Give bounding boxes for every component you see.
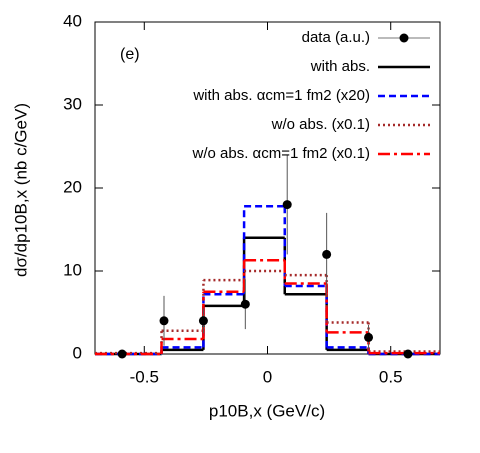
data-point: [159, 316, 169, 326]
x-tick-label: 0.5: [379, 367, 403, 386]
data-point: [240, 299, 250, 309]
legend-swatch: [399, 33, 409, 43]
data-point: [117, 349, 127, 359]
y-tick-label: 10: [63, 260, 82, 279]
x-axis-label: p10B,x (GeV/c): [209, 401, 325, 420]
y-tick-label: 40: [63, 11, 82, 30]
data-point: [198, 316, 208, 326]
data-point: [403, 349, 413, 359]
y-tick-label: 30: [63, 94, 82, 113]
legend-label: w/o abs. (x0.1): [271, 116, 370, 133]
x-tick-label: -0.5: [130, 367, 159, 386]
y-tick-label: 20: [63, 177, 82, 196]
legend-label: w/o abs. αcm=1 fm2 (x0.1): [192, 145, 370, 162]
data-point: [364, 332, 374, 342]
data-point: [322, 249, 332, 259]
legend-label: data (a.u.): [302, 29, 370, 46]
data-point: [282, 200, 292, 210]
legend-label: with abs. αcm=1 fm2 (x20): [192, 87, 370, 104]
x-tick-label: 0: [263, 367, 272, 386]
y-axis-label: dσ/dp10B,x (nb c/GeV): [11, 103, 30, 277]
y-tick-label: 0: [73, 343, 82, 362]
annotation: (e): [120, 46, 140, 63]
legend-label: with abs.: [310, 58, 370, 75]
plot-frame: [94, 21, 441, 355]
